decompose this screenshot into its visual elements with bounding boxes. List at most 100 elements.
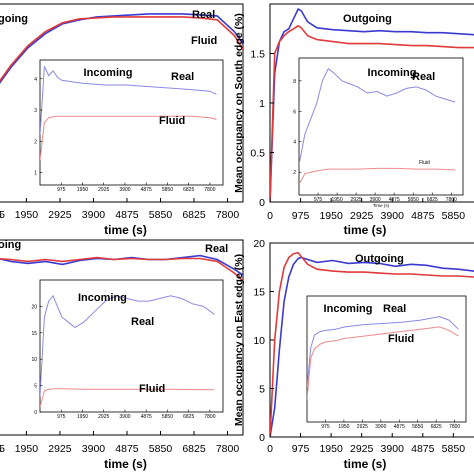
bl-inset-xtick-label: 4875 — [141, 414, 152, 420]
br-xtick-label: 3900 — [381, 443, 405, 455]
bl-fluid-line — [0, 256, 243, 282]
br-inset-label-title: Incoming — [324, 303, 373, 315]
tl-inset-label-title: Incoming — [84, 67, 133, 79]
tl-real-line — [0, 13, 243, 84]
tr-inset-xtick-label: 4875 — [389, 197, 400, 203]
bl-xtick-label: 1950 — [15, 443, 39, 455]
br-inset-xtick-label: 1950 — [338, 424, 349, 430]
bl-inset-ytick-label: 5 — [34, 384, 37, 390]
tr-inset-xtick-label: 1950 — [332, 197, 343, 203]
bl-inset-xtick-label: 7800 — [204, 414, 215, 420]
br-ytick-label: 0 — [259, 432, 265, 444]
bl-inset-label-title: Incoming — [78, 292, 127, 304]
bl-xtick-label: 7800 — [216, 443, 240, 455]
tl-inset-xtick-label: 2925 — [98, 187, 109, 193]
tl-xtick-label: 5850 — [149, 209, 173, 221]
br-xtick-label: 4875 — [411, 443, 435, 455]
tl-xtick-label: 975 — [0, 209, 2, 221]
tl-xtick-label: 7800 — [216, 209, 240, 221]
tr-inset-fluid-line — [299, 167, 456, 185]
tr-inset-label-title: Incoming — [368, 67, 417, 79]
bl-xtick-label: 3900 — [82, 443, 106, 455]
tr-label-title: Outgoing — [343, 13, 392, 25]
bl-xtick-label: 2925 — [48, 443, 72, 455]
tl-inset-fluid-line — [40, 115, 217, 161]
tr-inset-ytick-label: 6 — [293, 109, 296, 115]
tr-inset-xtick-label: 975 — [314, 197, 323, 203]
bl-xtick-label: 4875 — [115, 443, 139, 455]
tl-x-axis-title: time (s) — [104, 223, 147, 237]
tl-xtick-label: 1950 — [15, 209, 39, 221]
tr-inset-x-axis-title: Time (s) — [373, 203, 390, 208]
bl-xtick-label: 5850 — [149, 443, 173, 455]
bl-x-axis-title: time (s) — [104, 457, 147, 471]
tl-inset-ytick-label: 2 — [34, 139, 37, 145]
bl-inset-xtick-label: 5850 — [162, 414, 173, 420]
br-inset-xtick-label: 3900 — [375, 424, 386, 430]
tl-xtick-label: 2925 — [48, 209, 72, 221]
bl-label-title: oing — [0, 239, 21, 251]
tl-label-real: Real — [192, 9, 215, 21]
br-inset-xtick-label: 4875 — [394, 424, 405, 430]
tl-inset-xtick-label: 6825 — [183, 187, 194, 193]
tr-real-line — [270, 7, 474, 202]
tr-inset-label-fluid: Fluid — [419, 160, 430, 166]
br-xtick-label: 1950 — [319, 443, 343, 455]
bl-inset-label-real: Real — [131, 316, 154, 328]
tr-x-axis-title: time (s) — [344, 223, 387, 237]
tr-inset-ytick-label: 8 — [293, 79, 296, 85]
br-inset-xtick-label: 6825 — [431, 424, 442, 430]
tl-inset-ytick-label: 4 — [34, 77, 37, 83]
tl-inset-xtick-label: 1950 — [77, 187, 88, 193]
tr-inset-xtick-label: 2925 — [351, 197, 362, 203]
tl-xtick-label-partial: 5 — [0, 209, 5, 221]
tr-inset-frame — [298, 57, 464, 196]
tr-xtick-label: 3900 — [381, 210, 405, 222]
bl-inset-xtick-label: 975 — [57, 414, 66, 420]
tr-xtick-label: 5850 — [442, 210, 466, 222]
tl-plot-frame — [0, 3, 244, 203]
br-label-title: Outgoing — [355, 253, 404, 265]
tl-inset-xtick-label: 3900 — [119, 187, 130, 193]
br-inset-label-real: Real — [383, 303, 406, 315]
tl-label-fluid: Fluid — [191, 35, 217, 47]
bl-real-line — [0, 254, 243, 276]
bl-label-real: Real — [205, 243, 228, 255]
tr-ytick-label: 1.5 — [250, 49, 265, 61]
bl-inset-ytick-label: 20 — [31, 304, 37, 310]
tr-inset-xtick-label: 6825 — [427, 197, 438, 203]
br-ytick-label: 10 — [253, 335, 265, 347]
tr-fluid-line — [270, 24, 474, 202]
tr-inset-label-real: Real — [412, 71, 435, 83]
tl-inset-xtick-label: 4875 — [141, 187, 152, 193]
bl-inset-xtick-label: 3900 — [119, 414, 130, 420]
tr-inset-ytick-label: 4 — [293, 140, 296, 146]
tr-xtick-label: 1950 — [319, 210, 343, 222]
br-inset-xtick-label: 7800 — [449, 424, 460, 430]
tl-inset-real-line — [40, 65, 217, 136]
br-ytick-label: 15 — [253, 287, 265, 299]
br-inset-xtick-label: 2925 — [357, 424, 368, 430]
bl-inset-real-line — [40, 294, 215, 397]
tl-xtick-label: 3900 — [82, 209, 106, 221]
tr-inset-real-line — [299, 67, 456, 165]
bl-inset-ytick-label: 10 — [31, 357, 37, 363]
tl-inset-label-fluid: Fluid — [159, 115, 185, 127]
bl-xtick-label: 6825 — [182, 443, 206, 455]
bl-inset-xtick-label: 6825 — [183, 414, 194, 420]
bl-inset-fluid-line — [40, 388, 215, 407]
br-y-axis-title: Mean occupancy on East edge (%) — [233, 254, 245, 426]
tl-inset-xtick-label: 5850 — [162, 187, 173, 193]
tl-inset-ytick-label: 3 — [34, 108, 37, 114]
tl-xtick-label: 6825 — [182, 209, 206, 221]
br-xtick-label: 0 — [267, 443, 273, 455]
br-inset-xtick-label: 975 — [321, 424, 330, 430]
tr-y-axis-title: Mean occupancy on South edge (%) — [233, 13, 245, 193]
tr-xtick-label: 2925 — [350, 210, 374, 222]
tl-inset-frame — [39, 59, 224, 186]
tl-inset-ytick-label: 1 — [34, 171, 37, 177]
tl-fluid-line — [0, 16, 243, 82]
bl-inset-xtick-label: 2925 — [98, 414, 109, 420]
tr-ytick-label: 1 — [259, 98, 265, 110]
